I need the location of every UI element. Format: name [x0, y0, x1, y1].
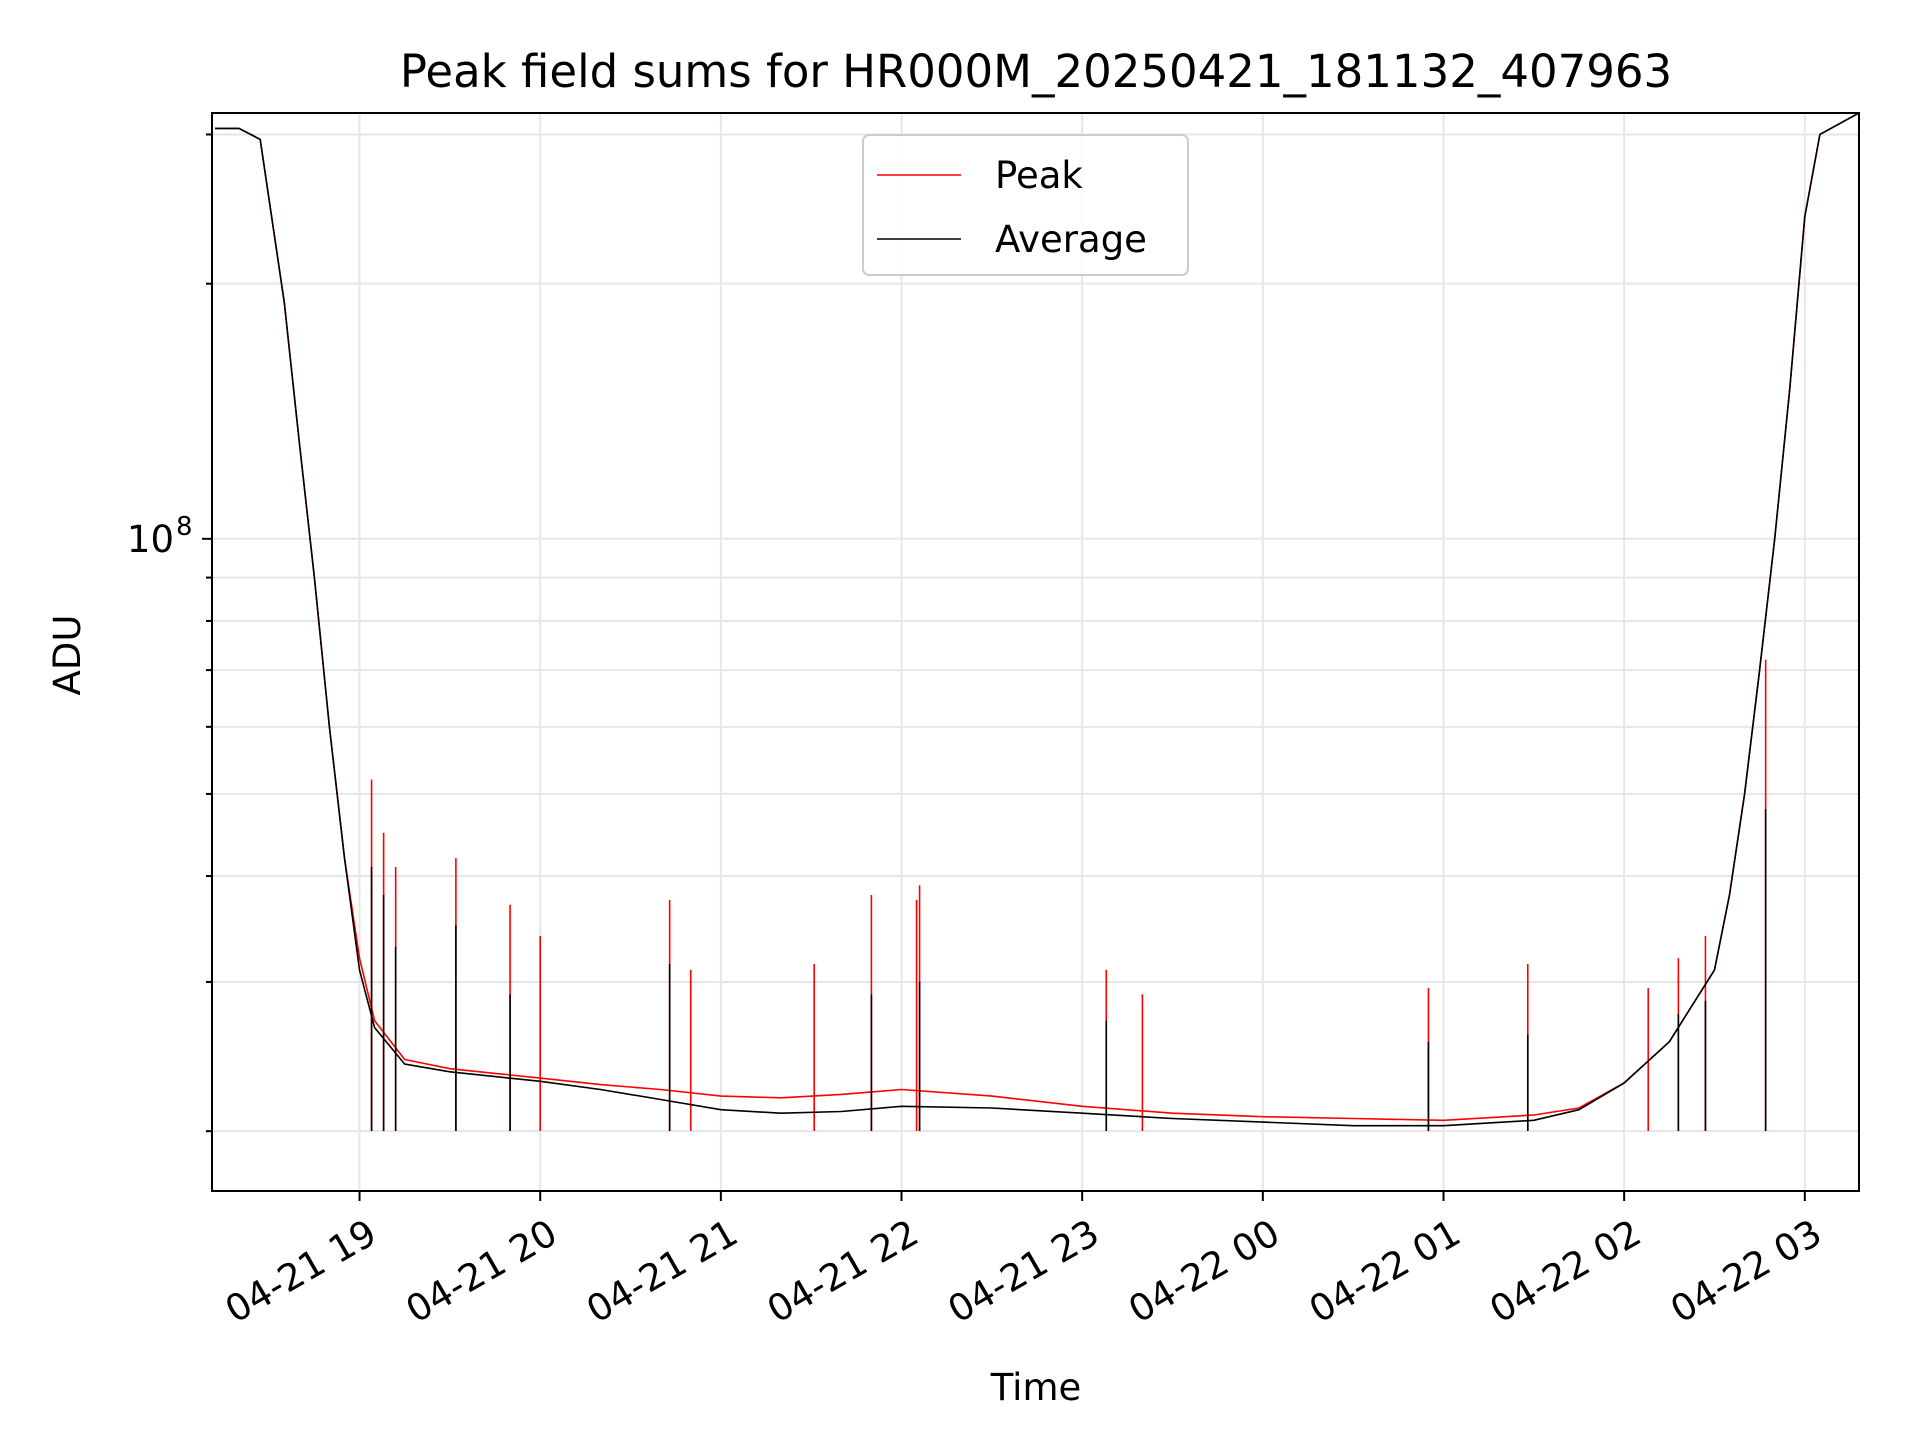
plot-series: [215, 113, 1859, 1131]
y-axis-label: ADU: [46, 615, 89, 696]
y-tick-label: 10: [127, 518, 174, 561]
legend-box: [862, 134, 1189, 276]
y-tick-exponent: 8: [176, 512, 193, 542]
x-axis-label: Time: [990, 1366, 1082, 1409]
legend: Peak Average: [862, 134, 1189, 276]
legend-label: Peak: [995, 154, 1083, 197]
series-line-average: [215, 113, 1859, 1127]
grid-lines: [212, 113, 1859, 1191]
legend-label: Average: [995, 218, 1147, 261]
axes: [202, 112, 1860, 1201]
plot-frame: [211, 112, 1860, 1192]
chart-title: Peak field sums for HR000M_20250421_1811…: [400, 45, 1672, 98]
